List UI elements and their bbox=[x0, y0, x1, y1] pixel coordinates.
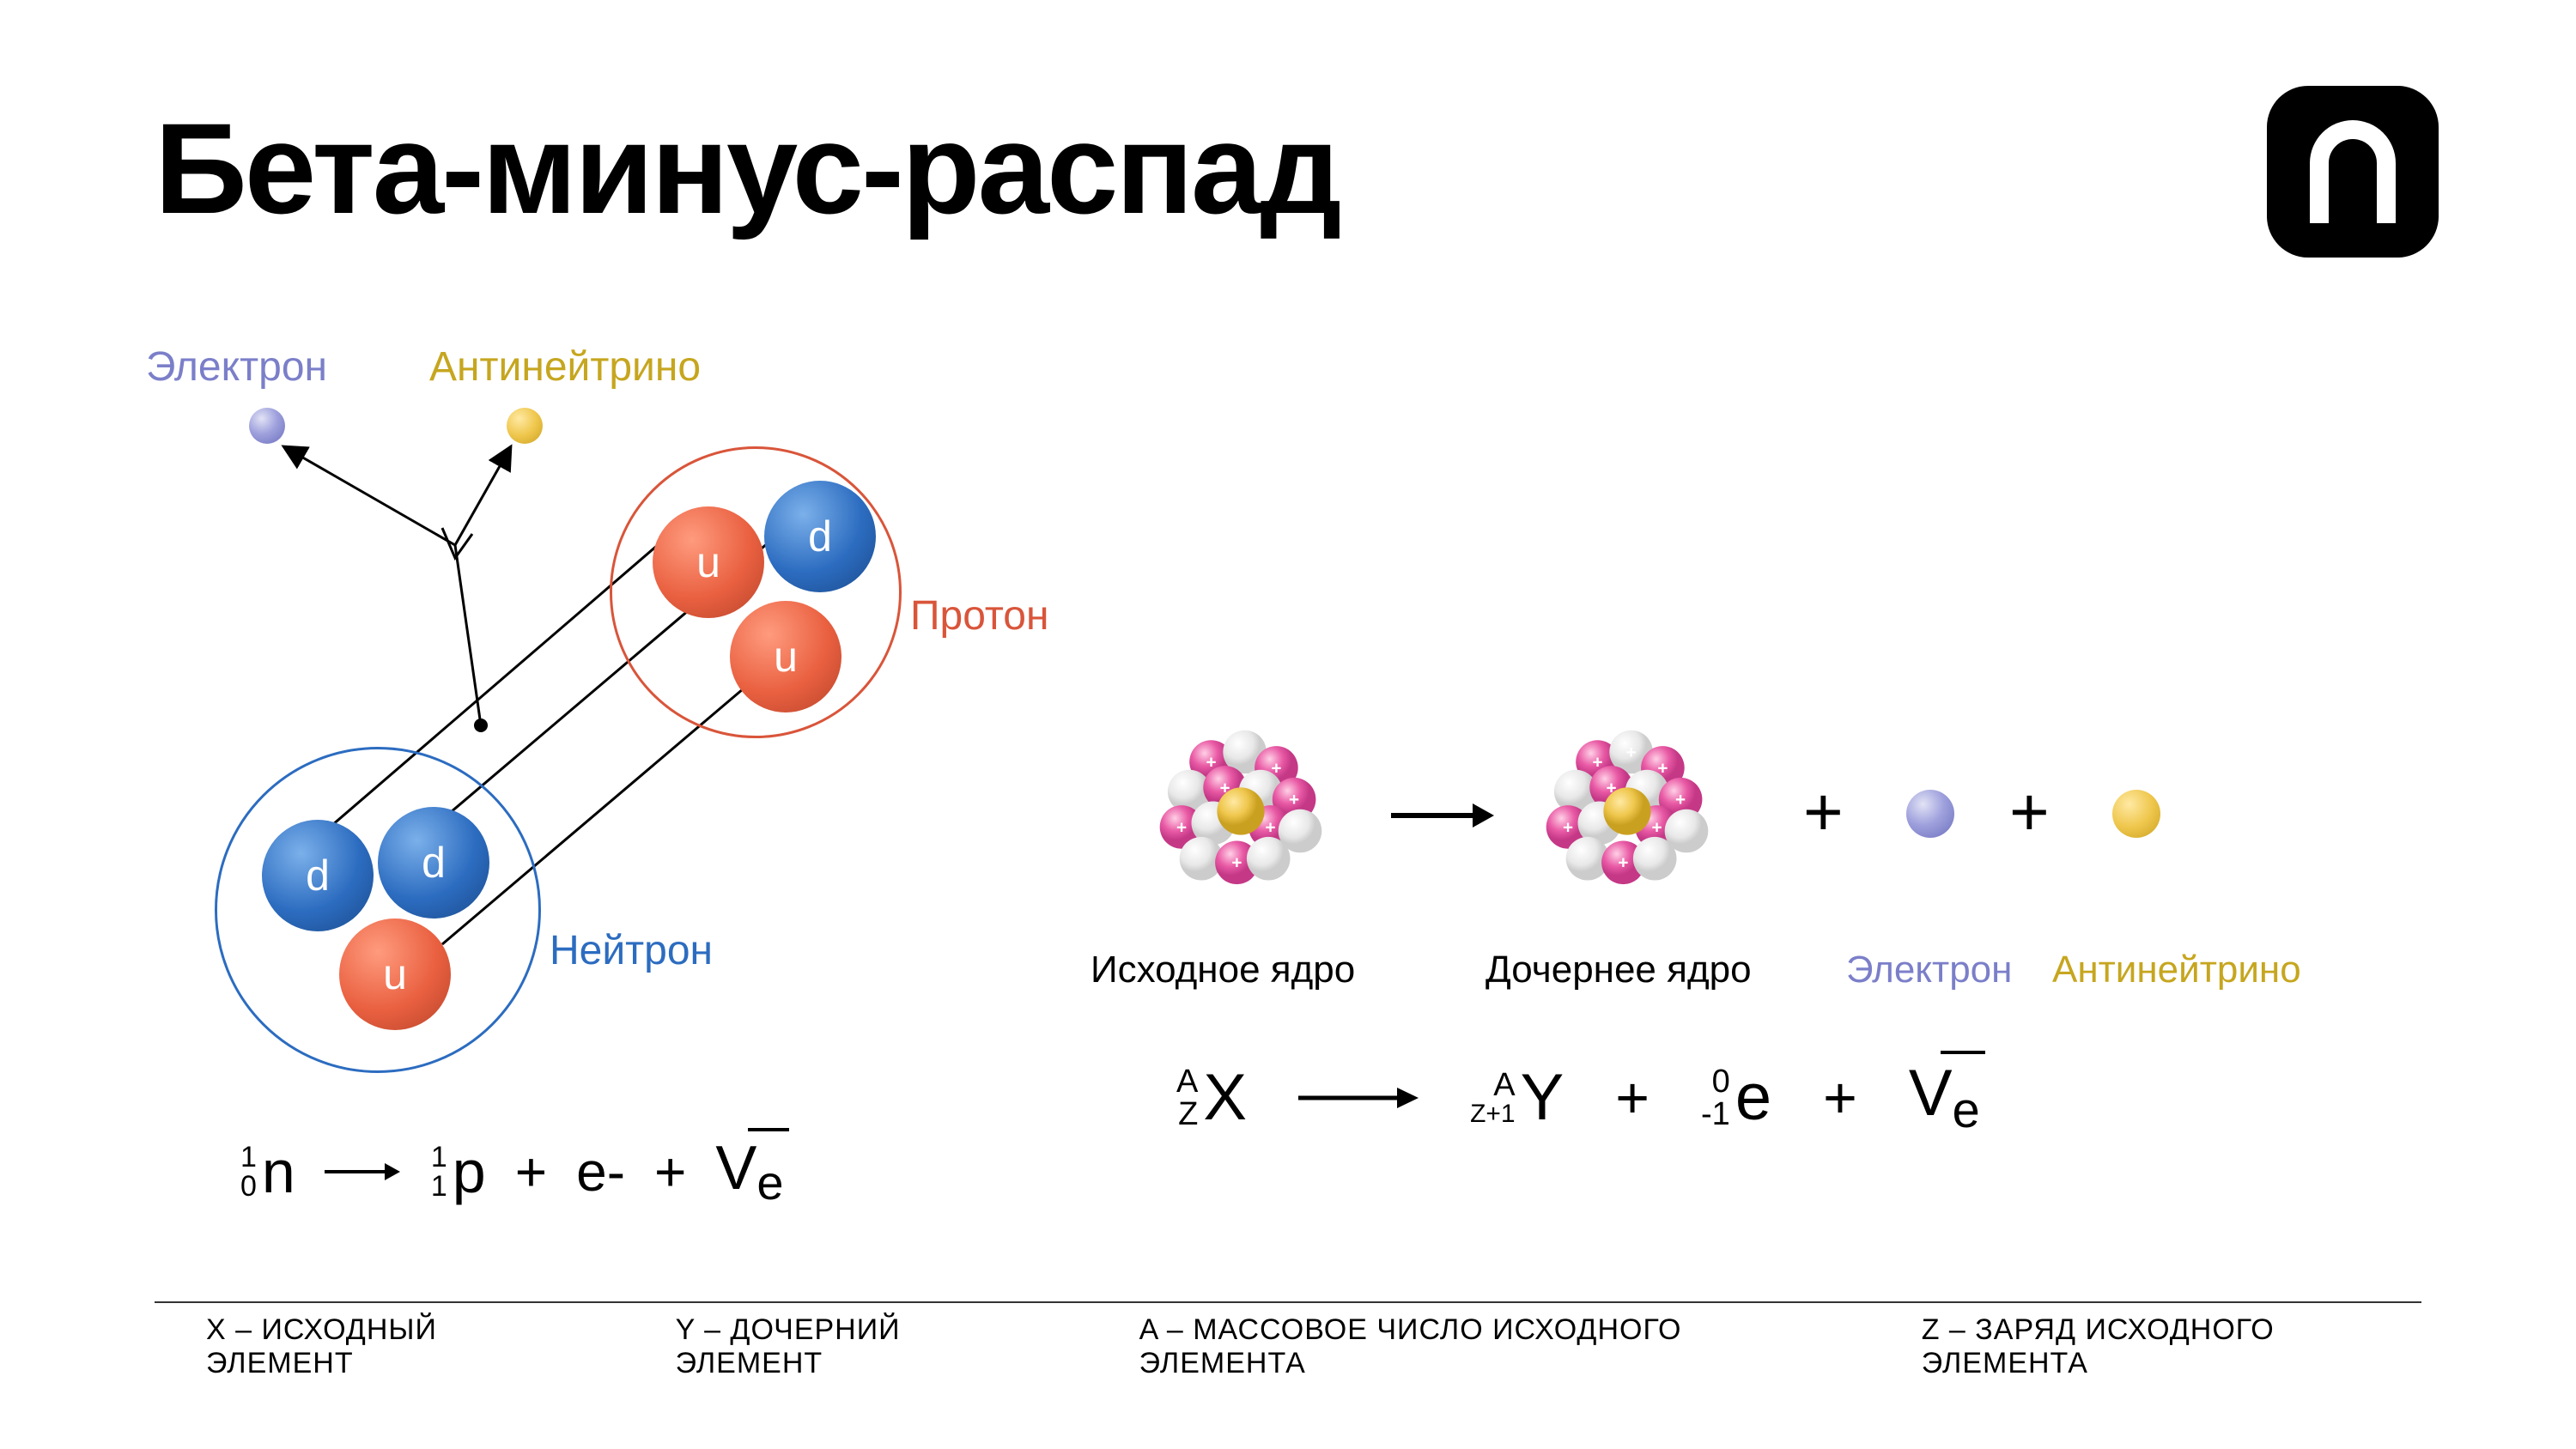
quark-u: u bbox=[653, 506, 764, 618]
quark-d: d bbox=[378, 807, 489, 919]
legend: X – ИСХОДНЫЙ ЭЛЕМЕНТ Y – ДОЧЕРНИЙ ЭЛЕМЕН… bbox=[206, 1313, 2421, 1380]
mass-number: 1 bbox=[431, 1143, 447, 1172]
electron-particle-icon bbox=[1906, 790, 1954, 838]
svg-text:+: + bbox=[1231, 853, 1242, 873]
element-symbol: Y bbox=[1521, 1060, 1564, 1135]
svg-text:+: + bbox=[1271, 758, 1281, 778]
quark-u: u bbox=[730, 601, 841, 712]
mass-number: 0 bbox=[1712, 1065, 1730, 1098]
nu-e: e bbox=[756, 1155, 783, 1210]
element-symbol: p bbox=[453, 1137, 486, 1206]
svg-text:+: + bbox=[1265, 817, 1275, 837]
plus-sign: + bbox=[1803, 773, 1844, 852]
mass-number: A bbox=[1176, 1065, 1198, 1098]
decay-symbolic-equation: A Z X A Z+1 Y + 0 -1 e + Ve bbox=[1176, 1056, 1980, 1139]
svg-text:+: + bbox=[1675, 790, 1686, 809]
svg-text:+: + bbox=[1626, 743, 1637, 762]
nu-v: V bbox=[715, 1134, 756, 1203]
svg-text:+: + bbox=[1563, 817, 1573, 837]
mass-number: 1 bbox=[240, 1143, 257, 1172]
antineutrino-particle-icon bbox=[2112, 790, 2160, 838]
mass-number: A bbox=[1493, 1069, 1515, 1101]
neutron-symbol: 1 0 n bbox=[240, 1137, 295, 1206]
quark-diagram: Электрон Антинейтрино Протон Нейтрон u d… bbox=[146, 343, 1048, 1185]
nu-v: V bbox=[1909, 1057, 1953, 1130]
logo-icon bbox=[2267, 86, 2439, 258]
element-symbol: n bbox=[262, 1137, 295, 1206]
legend-z: Z – ЗАРЯД ИСХОДНОГО ЭЛЕМЕНТА bbox=[1922, 1313, 2421, 1380]
decay-equation-diagram: +++ +++ + +++ +++ ++ + + Исходное ядро Д… bbox=[1073, 712, 2447, 1099]
quark-u: u bbox=[339, 919, 451, 1030]
arrow-icon bbox=[1298, 1081, 1419, 1115]
svg-text:+: + bbox=[1651, 817, 1662, 837]
svg-text:+: + bbox=[1289, 790, 1299, 809]
quark-d: d bbox=[764, 481, 876, 592]
electron-caption: Электрон bbox=[1846, 949, 2012, 991]
arrow-icon bbox=[325, 1155, 402, 1189]
svg-text:+: + bbox=[1618, 853, 1628, 873]
electron-symbol: e- bbox=[576, 1140, 625, 1203]
atomic-number: 1 bbox=[431, 1172, 447, 1201]
plus-sign: + bbox=[1823, 1064, 1857, 1131]
parent-nucleus-icon: +++ +++ + bbox=[1142, 712, 1340, 910]
page-title: Бета-минус-распад bbox=[155, 94, 1340, 243]
plus-sign: + bbox=[515, 1140, 547, 1203]
footer-divider bbox=[155, 1301, 2421, 1303]
svg-text:+: + bbox=[1206, 752, 1216, 772]
electron-symbol: 0 -1 e bbox=[1701, 1060, 1771, 1135]
daughter-nucleus-icon: + + + + + + + + bbox=[1528, 712, 1726, 910]
svg-text:+: + bbox=[1657, 758, 1668, 778]
proton-symbol: 1 1 p bbox=[431, 1137, 486, 1206]
svg-text:+: + bbox=[1220, 778, 1230, 797]
legend-a: A – МАССОВОЕ ЧИСЛО ИСХОДНОГО ЭЛЕМЕНТА bbox=[1139, 1313, 1819, 1380]
atomic-number: -1 bbox=[1701, 1098, 1730, 1131]
parent-element-symbol: A Z X bbox=[1176, 1060, 1247, 1135]
atomic-number: 0 bbox=[240, 1172, 257, 1201]
daughter-nucleus-caption: Дочернее ядро bbox=[1485, 949, 1752, 991]
element-symbol: e bbox=[1735, 1060, 1771, 1135]
neutron-decay-equation: 1 0 n 1 1 p + e- + Ve bbox=[240, 1133, 784, 1210]
antineutrino-caption: Антинейтрино bbox=[2052, 949, 2301, 991]
svg-text:+: + bbox=[1176, 817, 1187, 837]
parent-nucleus-caption: Исходное ядро bbox=[1091, 949, 1355, 991]
quark-d: d bbox=[262, 820, 374, 931]
svg-text:+: + bbox=[1607, 778, 1617, 797]
antineutrino-symbol: Ve bbox=[1909, 1056, 1980, 1139]
antineutrino-symbol: Ve bbox=[715, 1133, 783, 1210]
svg-text:+: + bbox=[1592, 752, 1602, 772]
atomic-number: Z+1 bbox=[1470, 1101, 1516, 1127]
plus-sign: + bbox=[1615, 1064, 1649, 1131]
daughter-element-symbol: A Z+1 Y bbox=[1470, 1060, 1564, 1135]
arrow-icon bbox=[1391, 798, 1494, 833]
element-symbol: X bbox=[1203, 1060, 1247, 1135]
plus-sign: + bbox=[2009, 773, 2050, 852]
atomic-number: Z bbox=[1178, 1098, 1198, 1131]
legend-y: Y – ДОЧЕРНИЙ ЭЛЕМЕНТ bbox=[676, 1313, 1036, 1380]
plus-sign: + bbox=[654, 1140, 686, 1203]
legend-x: X – ИСХОДНЫЙ ЭЛЕМЕНТ bbox=[206, 1313, 573, 1380]
nu-e: e bbox=[1953, 1082, 1980, 1138]
